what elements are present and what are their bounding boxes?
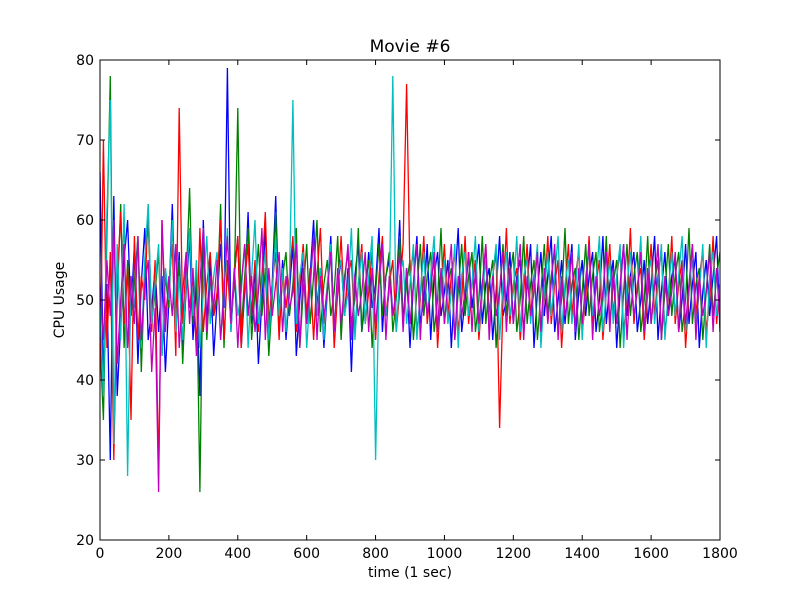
series-line-1 — [100, 67, 720, 461]
series-layer — [100, 67, 720, 493]
x-tick-label: 1600 — [633, 546, 669, 562]
x-tick-label: 400 — [224, 546, 251, 562]
y-axis-label: CPU Usage — [52, 262, 68, 339]
tick-layer: 0 200 400 600 800 1000 1200 1400 1600 1800 20 30 40 5… — [76, 53, 738, 562]
y-tick-label: 60 — [76, 213, 94, 229]
y-tick-label: 40 — [76, 373, 94, 389]
y-tick-label: 70 — [76, 133, 94, 149]
series-line-5 — [100, 219, 720, 493]
x-tick-label: 600 — [293, 546, 320, 562]
y-tick-label: 30 — [76, 453, 94, 469]
x-tick-label: 1400 — [564, 546, 600, 562]
y-tick-label: 20 — [76, 533, 94, 549]
x-tick-label: 1200 — [496, 546, 532, 562]
series-line-4 — [100, 75, 720, 477]
y-tick-label: 80 — [76, 53, 94, 69]
chart-title: Movie #6 — [370, 37, 451, 57]
x-tick-label: 1800 — [702, 546, 738, 562]
x-axis-label: time (1 sec) — [368, 565, 452, 581]
x-tick-label: 0 — [96, 546, 105, 562]
x-tick-label: 800 — [362, 546, 389, 562]
x-tick-label: 1000 — [427, 546, 463, 562]
y-tick-label: 50 — [76, 293, 94, 309]
x-tick-label: 200 — [156, 546, 183, 562]
